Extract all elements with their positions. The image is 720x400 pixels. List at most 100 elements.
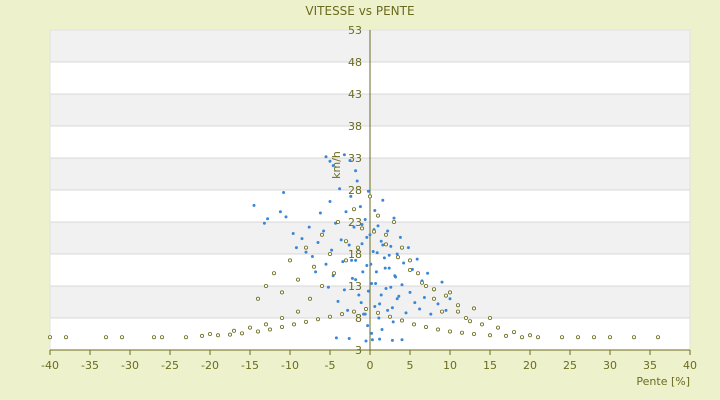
scatter-point — [487, 315, 492, 320]
scatter-point — [183, 335, 188, 340]
scatter-point — [383, 232, 388, 237]
y-tick-label: 13 — [348, 280, 362, 293]
scatter-point — [215, 333, 220, 338]
scatter-point — [341, 260, 345, 264]
scatter-point — [392, 216, 396, 220]
scatter-point — [383, 266, 387, 270]
scatter-point — [387, 253, 391, 257]
scatter-point — [375, 310, 380, 315]
scatter-point — [495, 325, 500, 330]
scatter-point — [367, 194, 372, 199]
y-axis-title: km/h — [330, 151, 343, 179]
scatter-point — [402, 261, 406, 265]
scatter-point — [395, 255, 400, 260]
scatter-point — [560, 335, 565, 340]
scatter-point — [435, 327, 440, 332]
scatter-point — [328, 159, 332, 163]
y-tick-label: 3 — [355, 344, 362, 357]
x-axis-title: Pente [%] — [636, 375, 690, 388]
scatter-point — [304, 250, 308, 254]
scatter-point — [371, 229, 376, 234]
scatter-point — [363, 217, 367, 221]
scatter-point — [370, 338, 374, 342]
scatter-point — [536, 335, 541, 340]
scatter-point — [400, 338, 404, 342]
scatter-point — [360, 242, 364, 246]
scatter-point — [386, 229, 390, 233]
scatter-point — [520, 335, 525, 340]
scatter-point — [387, 266, 391, 270]
scatter-point — [330, 248, 334, 252]
scatter-point — [335, 219, 340, 224]
scatter-point — [363, 307, 368, 312]
scatter-point — [400, 283, 404, 287]
scatter-point — [418, 307, 422, 311]
scatter-point — [512, 330, 517, 335]
scatter-point — [255, 296, 260, 301]
y-tick-label: 53 — [348, 24, 362, 37]
scatter-point — [436, 302, 440, 306]
x-tick-label: -40 — [41, 359, 59, 372]
scatter-point — [404, 311, 408, 315]
scatter-point — [370, 331, 374, 335]
scatter-point — [429, 312, 433, 316]
scatter-point — [592, 335, 597, 340]
scatter-point — [448, 297, 452, 301]
scatter-point — [393, 274, 397, 278]
scatter-point — [439, 309, 444, 314]
scatter-point — [227, 332, 232, 337]
scatter-point — [463, 315, 468, 320]
scatter-point — [295, 277, 300, 282]
x-tick-label: 35 — [643, 359, 657, 372]
scatter-point — [331, 164, 335, 168]
scatter-point — [352, 225, 356, 229]
scatter-point — [344, 210, 348, 214]
chart-title: VITESSE vs PENTE — [305, 4, 414, 18]
scatter-point — [279, 315, 284, 320]
scatter-point — [361, 270, 365, 274]
scatter-point — [447, 290, 452, 295]
scatter-point — [407, 258, 412, 263]
scatter-point — [294, 246, 298, 250]
scatter-point — [287, 258, 292, 263]
scatter-point — [120, 335, 125, 340]
scatter-point — [608, 335, 613, 340]
scatter-point — [336, 299, 340, 303]
scatter-point — [455, 303, 460, 308]
scatter-point — [346, 308, 350, 312]
scatter-point — [339, 312, 344, 317]
scatter-point — [262, 221, 266, 225]
scatter-point — [279, 324, 284, 329]
y-tick-label: 8 — [355, 312, 362, 325]
scatter-point — [343, 258, 348, 263]
scatter-point — [407, 267, 412, 272]
scatter-point — [318, 211, 322, 215]
x-tick-label: -35 — [81, 359, 99, 372]
scatter-point — [354, 258, 358, 262]
scatter-point — [413, 301, 417, 305]
scatter-point — [467, 319, 472, 324]
scatter-point — [271, 271, 276, 276]
scatter-point — [314, 270, 318, 274]
scatter-point — [207, 331, 212, 336]
scatter-point — [358, 205, 362, 209]
scatter-point — [231, 328, 236, 333]
scatter-point — [326, 285, 330, 289]
scatter-point — [319, 283, 324, 288]
x-tick-label: -5 — [325, 359, 336, 372]
scatter-point — [199, 333, 204, 338]
scatter-point — [373, 208, 377, 212]
scatter-point — [377, 316, 381, 320]
scatter-point — [387, 314, 392, 319]
scatter-point — [342, 153, 346, 157]
scatter-point — [422, 296, 426, 300]
scatter-point — [324, 262, 328, 266]
scatter-point — [347, 243, 351, 247]
x-tick-label: 10 — [443, 359, 457, 372]
scatter-point — [479, 322, 484, 327]
scatter-point — [291, 322, 296, 327]
scatter-point — [370, 281, 374, 285]
scatter-point — [399, 245, 404, 250]
scatter-point — [381, 198, 385, 202]
